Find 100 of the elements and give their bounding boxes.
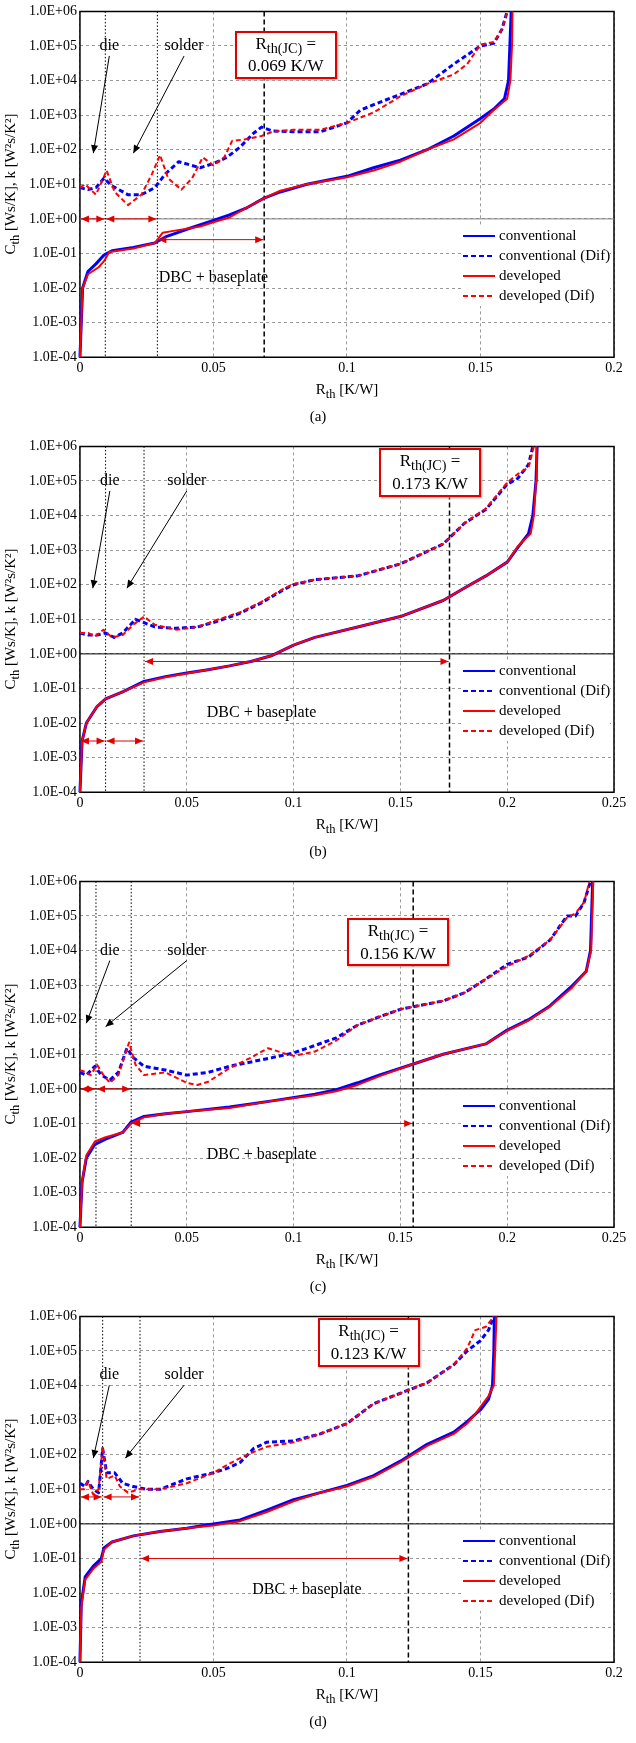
y-tick-label: 1.0E-02 bbox=[32, 714, 77, 730]
legend-label: conventional bbox=[499, 227, 577, 245]
y-tick-label: 1.0E-04 bbox=[32, 783, 77, 799]
y-tick-label: 1.0E+06 bbox=[28, 1308, 77, 1324]
y-tick-label: 1.0E+00 bbox=[28, 210, 77, 226]
x-tick-label: 0.1 bbox=[284, 795, 303, 811]
x-axis-title: R$_{th}$ [K/W] bbox=[315, 1686, 379, 1708]
annotation: solder bbox=[167, 471, 207, 489]
y-tick-label: 1.0E-01 bbox=[32, 1550, 77, 1566]
text: (b) bbox=[308, 843, 328, 860]
annotation: DBC + baseplate bbox=[206, 702, 317, 721]
legend-label: conventional bbox=[499, 1097, 577, 1115]
y-tick-label: 1.0E+04 bbox=[28, 1377, 77, 1393]
x-axis-title: R$_{th}$ [K/W] bbox=[315, 816, 379, 838]
y-tick-label: 1.0E+06 bbox=[28, 873, 77, 889]
annotation: die bbox=[99, 36, 120, 54]
y-tick-label: 1.0E-02 bbox=[32, 1584, 77, 1600]
x-tick-label: 0.1 bbox=[338, 1665, 356, 1681]
legend-label: developed bbox=[499, 267, 561, 285]
y-tick-label: 1.0E-03 bbox=[32, 1184, 77, 1200]
legend-label: conventional (Dif) bbox=[499, 247, 611, 265]
legend-label: developed (Dif) bbox=[499, 1157, 595, 1175]
x-tick-label: 0 bbox=[76, 1230, 84, 1246]
legend-label: developed (Dif) bbox=[499, 722, 595, 740]
y-tick-label: 1.0E+02 bbox=[28, 1011, 77, 1027]
x-tick-label: 0.05 bbox=[174, 795, 200, 811]
legend-label: developed bbox=[499, 1137, 561, 1155]
x-tick-label: 0 bbox=[76, 360, 84, 376]
y-tick-label: 1.0E+03 bbox=[28, 541, 77, 557]
x-tick-label: 0.15 bbox=[388, 1230, 413, 1246]
annotation: DBC + baseplate bbox=[158, 267, 269, 286]
annotation: die bbox=[100, 940, 120, 958]
x-tick-label: 0.05 bbox=[174, 1230, 200, 1246]
y-tick-label: 1.0E+00 bbox=[28, 1080, 77, 1096]
x-tick-label: 0.05 bbox=[201, 360, 226, 376]
y-tick-label: 1.0E-03 bbox=[32, 314, 77, 330]
ref-line-label: R$_{th(JC)}$ = 0.156 K/W bbox=[346, 917, 449, 967]
y-tick-label: 1.0E+05 bbox=[28, 472, 77, 488]
annotation: die bbox=[100, 471, 120, 489]
x-tick-label: 0.15 bbox=[388, 795, 413, 811]
y-tick-label: 1.0E+01 bbox=[28, 1045, 77, 1061]
y-tick-label: 1.0E+00 bbox=[28, 645, 77, 661]
y-tick-label: 1.0E-01 bbox=[32, 245, 77, 261]
text: (d) bbox=[308, 1713, 328, 1730]
y-tick-label: 1.0E-04 bbox=[32, 1653, 77, 1669]
y-tick-label: 1.0E+02 bbox=[28, 576, 77, 592]
legend-label: conventional (Dif) bbox=[499, 1552, 611, 1570]
text: (a) bbox=[308, 408, 328, 425]
annotation: die bbox=[99, 1365, 120, 1383]
y-tick-label: 1.0E+06 bbox=[28, 438, 77, 454]
y-tick-label: 1.0E-04 bbox=[32, 1218, 77, 1234]
y-tick-label: 1.0E+05 bbox=[28, 907, 77, 923]
y-tick-label: 1.0E+03 bbox=[28, 976, 77, 992]
text: (c) bbox=[308, 1278, 328, 1295]
legend-label: conventional bbox=[499, 1532, 577, 1550]
y-tick-label: 1.0E+01 bbox=[28, 1480, 77, 1496]
y-tick-label: 1.0E+03 bbox=[28, 106, 77, 122]
x-axis-title: R$_{th}$ [K/W] bbox=[315, 1251, 379, 1273]
legend-label: developed bbox=[499, 702, 561, 720]
y-tick-label: 1.0E-01 bbox=[32, 1115, 77, 1131]
legend-label: developed (Dif) bbox=[499, 1592, 595, 1610]
y-tick-label: 1.0E-02 bbox=[32, 279, 77, 295]
x-tick-label: 0.2 bbox=[605, 1665, 623, 1681]
y-tick-label: 1.0E-04 bbox=[32, 348, 77, 364]
annotation: DBC + baseplate bbox=[206, 1144, 317, 1163]
y-tick-label: 1.0E+02 bbox=[28, 1446, 77, 1462]
ref-line-label: R$_{th(JC)}$ = 0.123 K/W bbox=[317, 1318, 420, 1367]
y-tick-label: 1.0E+04 bbox=[28, 72, 77, 88]
y-tick-label: 1.0E+05 bbox=[28, 37, 77, 53]
legend-label: conventional (Dif) bbox=[499, 1117, 611, 1135]
x-axis-title: R$_{th}$ [K/W] bbox=[315, 381, 379, 403]
y-tick-label: 1.0E+03 bbox=[28, 1411, 77, 1427]
x-tick-label: 0 bbox=[76, 1665, 84, 1681]
legend-label: developed (Dif) bbox=[499, 287, 595, 305]
legend-label: conventional (Dif) bbox=[499, 682, 611, 700]
x-tick-label: 0.1 bbox=[338, 360, 356, 376]
annotation: solder bbox=[164, 1365, 205, 1383]
y-tick-label: 1.0E-03 bbox=[32, 1619, 77, 1635]
annotation: DBC + baseplate bbox=[252, 1579, 362, 1598]
ref-line-label: R$_{th(JC)}$ = 0.069 K/W bbox=[234, 30, 337, 79]
x-tick-label: 0.25 bbox=[601, 795, 627, 811]
x-tick-label: 0.15 bbox=[468, 1665, 493, 1681]
y-tick-label: 1.0E-02 bbox=[32, 1149, 77, 1165]
annotation: solder bbox=[164, 36, 205, 54]
x-tick-label: 0.2 bbox=[605, 360, 623, 376]
y-tick-label: 1.0E+04 bbox=[28, 507, 77, 523]
y-tick-label: 1.0E+01 bbox=[28, 175, 77, 191]
ref-line-label: R$_{th(JC)}$ = 0.173 K/W bbox=[379, 448, 482, 497]
y-tick-label: 1.0E+00 bbox=[28, 1515, 77, 1531]
x-tick-label: 0.2 bbox=[498, 795, 516, 811]
x-tick-label: 0.05 bbox=[201, 1665, 226, 1681]
x-tick-label: 0.15 bbox=[468, 360, 493, 376]
x-tick-label: 0.2 bbox=[498, 1230, 516, 1246]
y-tick-label: 1.0E+05 bbox=[28, 1342, 77, 1358]
y-tick-label: 1.0E+01 bbox=[28, 610, 77, 626]
y-tick-label: 1.0E+04 bbox=[28, 942, 77, 958]
legend-label: developed bbox=[499, 1572, 561, 1590]
y-tick-label: 1.0E+02 bbox=[28, 141, 77, 157]
y-tick-label: 1.0E-01 bbox=[32, 680, 77, 696]
x-tick-label: 0.25 bbox=[601, 1230, 627, 1246]
